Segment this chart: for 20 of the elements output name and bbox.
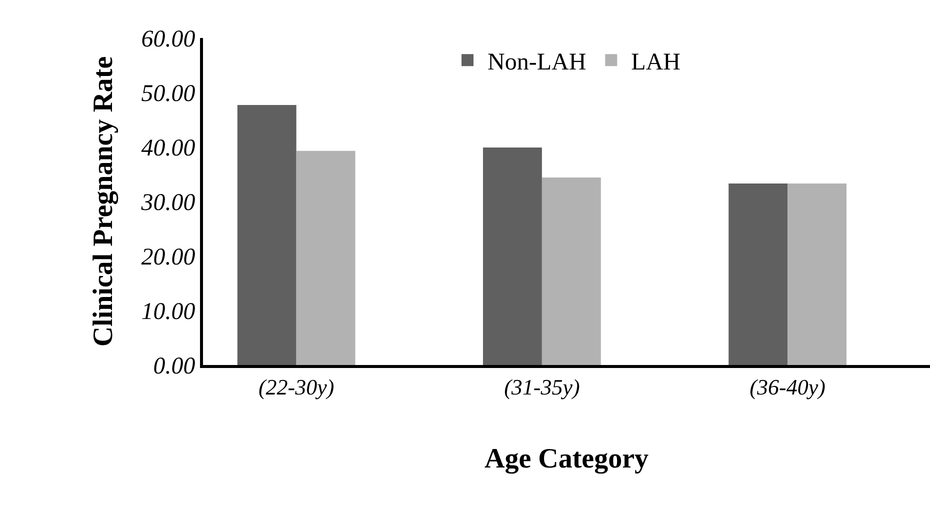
bar	[788, 184, 846, 365]
bar	[482, 148, 542, 365]
x-tick-label: (31-35y)	[504, 374, 580, 400]
y-tick-label: 60.00	[141, 26, 196, 52]
bar	[542, 178, 601, 365]
y-tick-label: 20.00	[141, 244, 196, 270]
y-tick-label: 0.00	[153, 353, 196, 380]
x-tick-label: (36-40y)	[750, 374, 826, 400]
legend-label: Non-LAH	[488, 49, 586, 76]
y-tick-label: 30.00	[140, 190, 196, 216]
legend-label: LAH	[631, 49, 680, 76]
bar	[728, 184, 788, 365]
bar	[237, 105, 296, 365]
x-tick-label: (22-30y)	[258, 374, 334, 400]
y-axis-title: Clinical Pregnancy Rate	[88, 56, 119, 347]
y-tick-label: 40.00	[141, 135, 196, 162]
x-axis-title: Age Category	[484, 444, 649, 474]
y-tick-label: 10.00	[141, 298, 196, 325]
bar	[296, 150, 356, 365]
y-tick-label: 50.00	[141, 80, 196, 107]
